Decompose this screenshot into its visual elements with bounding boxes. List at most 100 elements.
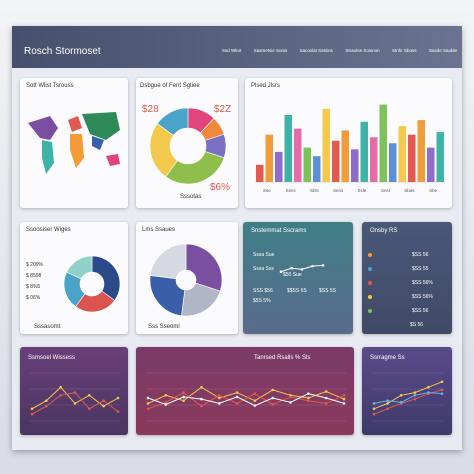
dot <box>235 402 239 405</box>
dot <box>164 394 168 397</box>
list-row: $SS 55 <box>368 262 446 276</box>
dot <box>235 391 239 394</box>
dot <box>386 402 389 405</box>
dot <box>368 295 372 299</box>
bar <box>332 140 340 182</box>
line <box>147 392 345 410</box>
dot <box>59 394 62 397</box>
donut-chart <box>63 255 121 313</box>
x-label: Sbe <box>429 188 438 193</box>
panel-title: Plsed Jlsrs <box>251 83 281 89</box>
bar <box>427 147 435 182</box>
dot <box>45 404 48 408</box>
line-panel: Ssrragme Ss <box>362 347 452 435</box>
dot <box>88 407 91 411</box>
stat-item: $50 Sue <box>283 272 302 278</box>
dot <box>440 380 444 384</box>
line-panel: Tanrsed Rsalls % Sls <box>136 347 354 435</box>
dot <box>372 412 376 416</box>
stat: $$SS 6S <box>287 288 307 294</box>
value-label: $6% <box>210 182 231 193</box>
line <box>147 386 345 404</box>
dot <box>324 396 328 400</box>
dot <box>253 399 257 402</box>
panel-title: Dsbgue of Fent Sgtiee <box>140 83 200 89</box>
dot <box>217 396 221 400</box>
list-panel: Onsby RS $SS 56 $SS 55 $SS 56% $SS 56% $SS 5… <box>362 222 452 334</box>
panel-title: Ssrragme Ss <box>370 355 405 361</box>
bar <box>294 128 302 182</box>
x-label: Sse <box>263 188 271 193</box>
dot <box>88 394 91 397</box>
dot <box>368 253 372 257</box>
row-value: $SS 55 <box>412 266 429 272</box>
bar <box>256 164 264 182</box>
bar <box>351 149 359 182</box>
value-label: $28 <box>142 104 159 115</box>
dot <box>342 402 346 405</box>
slice <box>156 107 189 136</box>
panel-title: Ssoosiser Wiges <box>26 227 71 233</box>
bar <box>408 134 416 182</box>
stat-item: Sssa Sss <box>253 266 274 272</box>
bar <box>341 130 349 182</box>
x-label: Seos <box>333 188 344 193</box>
dot <box>386 407 389 411</box>
dot <box>200 397 203 401</box>
bar <box>417 120 425 182</box>
x-label: Ssle <box>357 188 366 193</box>
dot <box>440 388 444 392</box>
dot <box>102 404 105 408</box>
dot <box>73 391 77 394</box>
map-panel: Sott Wlist Tsrouss <box>20 78 128 208</box>
bar <box>370 137 378 182</box>
dot <box>289 401 292 404</box>
line-panel: Ssmsoel Wissess <box>20 347 128 435</box>
dot <box>372 407 376 411</box>
slice <box>91 255 121 301</box>
pie-panel: Lms Ssaues Sss Sseoml <box>136 222 238 334</box>
dot <box>321 264 325 267</box>
legend-item: $ 209% <box>26 262 43 268</box>
sparkline <box>279 264 325 273</box>
dot <box>164 401 168 404</box>
legend-item: $ 8598 <box>26 273 42 279</box>
panel-title: Lms Ssaues <box>142 227 176 233</box>
dot <box>146 407 150 411</box>
bar <box>275 151 283 182</box>
panel-title: Sott Wlist Tsrouss <box>26 83 74 89</box>
bar <box>303 147 311 182</box>
dot <box>102 399 105 402</box>
dot <box>368 309 372 313</box>
map <box>28 112 120 174</box>
dot <box>399 394 403 397</box>
dot <box>200 385 203 389</box>
value-label: $2Z <box>214 104 232 115</box>
dot <box>182 395 185 399</box>
stats-panel: Snstemmat Sscrams Sssa Sue Sssa Sss $50 … <box>243 222 353 334</box>
dot <box>289 395 292 399</box>
dot <box>399 401 403 404</box>
dot <box>427 391 430 394</box>
slice <box>149 275 186 317</box>
dot <box>146 396 150 400</box>
x-label: Sbas <box>404 188 415 193</box>
list: $SS 56 $SS 55 $SS 56% $SS 56% $SS 56 <box>368 248 446 318</box>
list-row: $SS 56% <box>368 276 446 290</box>
list-row: $SS 56 <box>368 304 446 318</box>
dot <box>30 412 34 416</box>
dot <box>311 264 314 268</box>
panel-title: Ssmsoel Wissess <box>28 355 76 361</box>
dot <box>116 410 120 413</box>
panel-title: Onsby RS <box>370 228 398 234</box>
pie-chart <box>149 243 223 317</box>
dot <box>217 394 221 397</box>
dot <box>290 266 293 270</box>
dot <box>30 407 34 411</box>
bar <box>436 132 444 182</box>
dot <box>182 391 185 394</box>
dot <box>307 392 310 395</box>
dot <box>324 390 328 393</box>
x-label: Ssns <box>286 188 297 193</box>
